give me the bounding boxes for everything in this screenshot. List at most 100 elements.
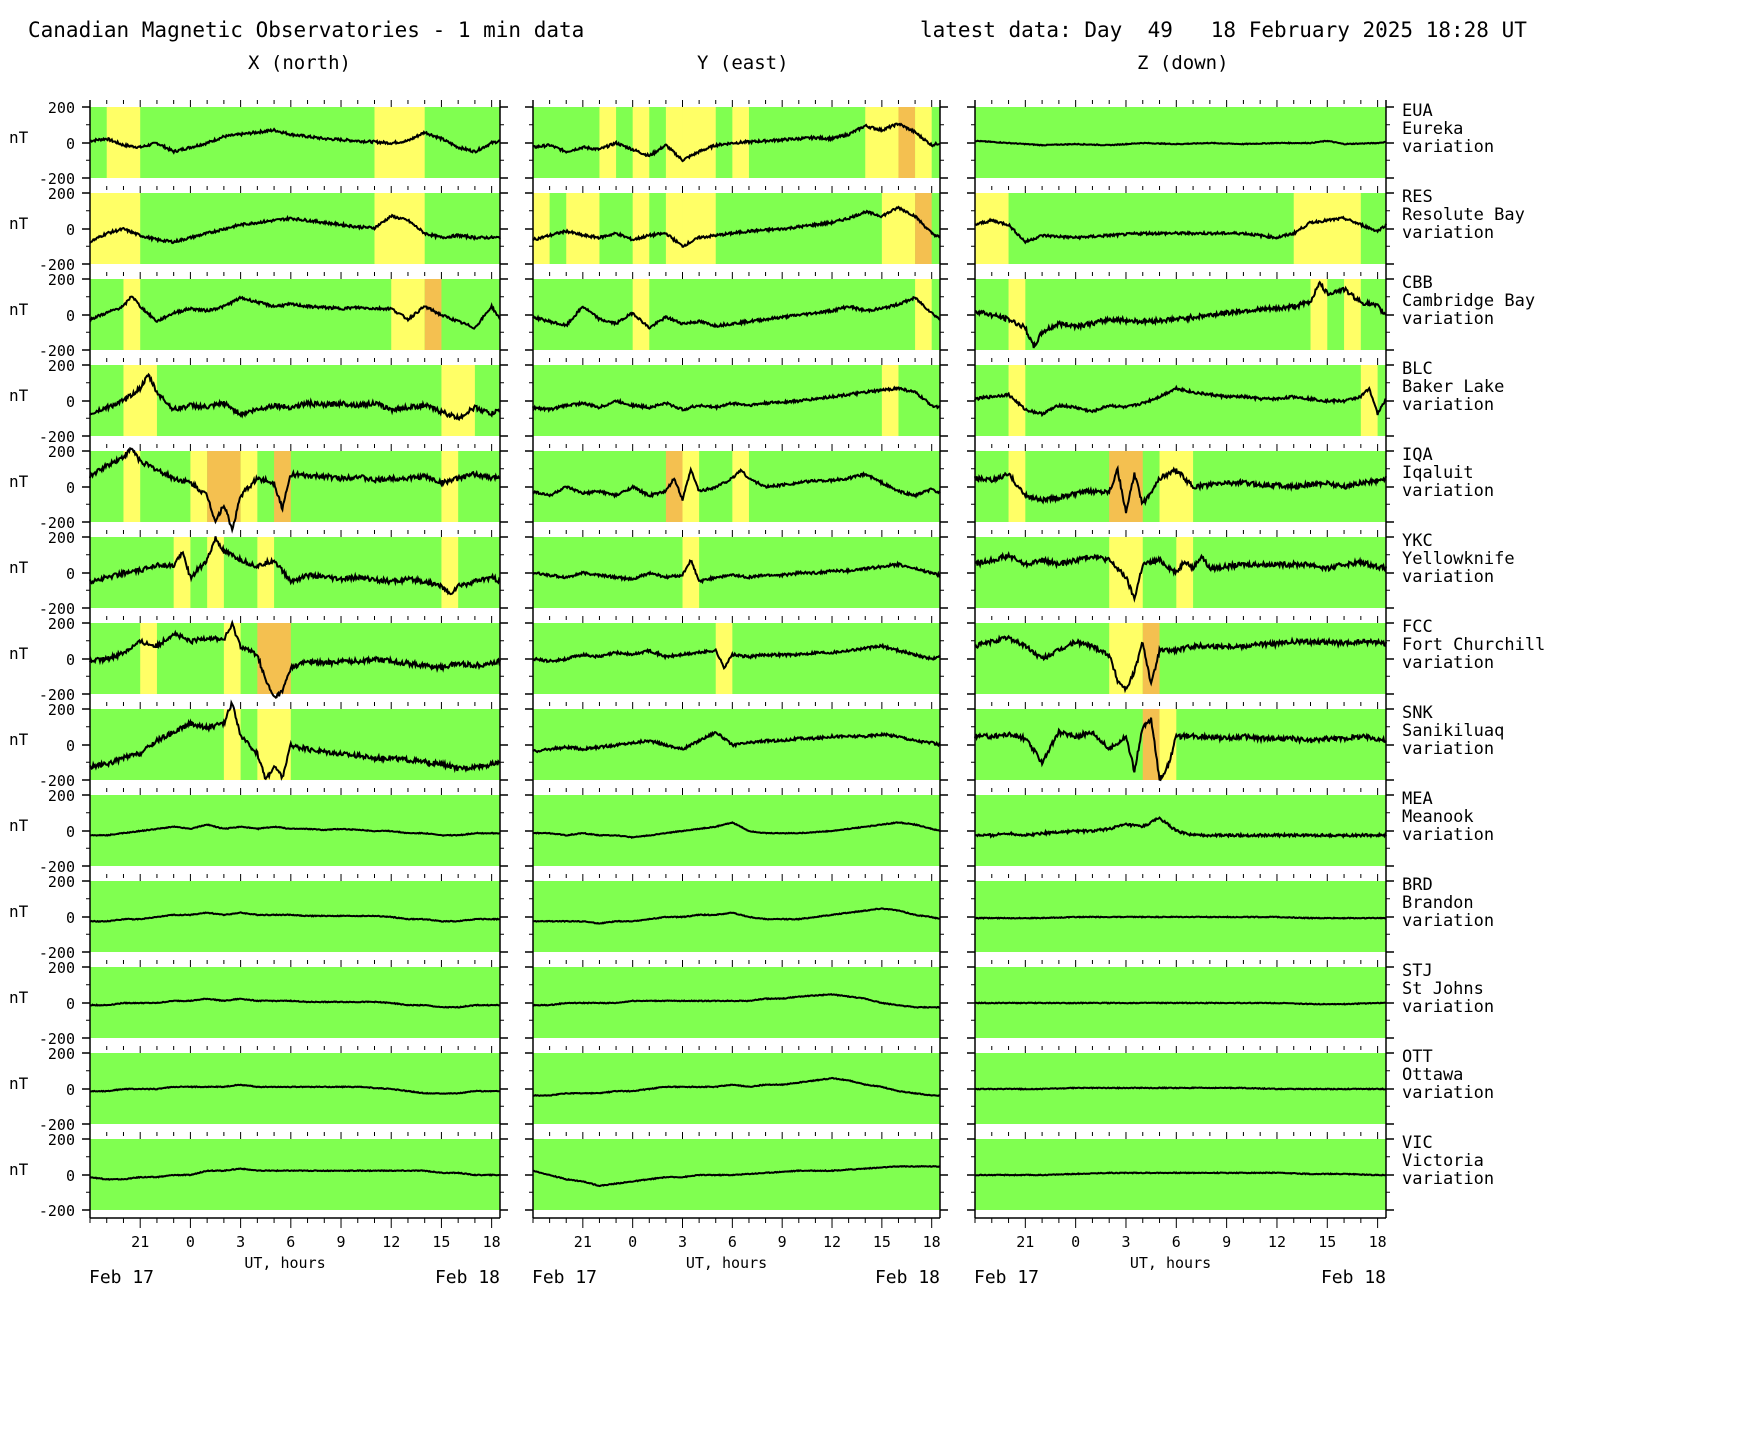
series-line-stj-x <box>89 997 501 1009</box>
panel-iqa-x: 200 0 -200 nT <box>9 443 508 534</box>
x-tick-label: 9 <box>778 1233 787 1251</box>
station-type: variation <box>1402 911 1494 931</box>
quiet-band <box>533 1053 940 1124</box>
panel-mea-y <box>525 788 948 874</box>
activity-band-unsettled <box>190 451 208 522</box>
column-title-z: Z (down) <box>1137 52 1229 74</box>
y-unit-label: nT <box>9 128 29 147</box>
activity-band-unsettled <box>441 537 459 608</box>
y-tick-label: 200 <box>48 1131 75 1149</box>
y-unit-label: nT <box>9 730 29 749</box>
quiet-band <box>975 107 1386 178</box>
station-code: IQA <box>1402 445 1433 465</box>
station-type: variation <box>1402 1169 1494 1189</box>
activity-band-unsettled <box>1344 279 1361 350</box>
station-code: SNK <box>1402 703 1433 723</box>
y-tick-label: -200 <box>39 858 75 876</box>
activity-band-unsettled <box>1360 365 1378 436</box>
activity-band-unsettled <box>665 193 683 264</box>
series-line-ykc-x <box>89 536 501 596</box>
panel-res-y <box>525 186 948 272</box>
y-tick-label: 200 <box>48 959 75 977</box>
quiet-band <box>90 193 500 264</box>
panel-ykc-y <box>525 530 948 616</box>
activity-band-unsettled <box>975 193 1009 264</box>
station-name: Fort Churchill <box>1402 635 1545 655</box>
series-line-mea-x <box>89 823 501 837</box>
y-tick-label: 0 <box>66 1081 75 1099</box>
activity-band-unsettled <box>533 193 550 264</box>
panel-iqa-z <box>967 444 1394 530</box>
panel-snk-y <box>525 702 948 788</box>
y-tick-label: 200 <box>48 185 75 203</box>
activity-band-unsettled <box>682 537 700 608</box>
quiet-band <box>90 451 500 522</box>
panel-snk-z <box>967 702 1394 788</box>
x-tick-label: 21 <box>574 1233 592 1251</box>
panel-eua-y <box>525 100 948 186</box>
x-tick-label: 0 <box>628 1233 637 1251</box>
panel-eua-z <box>967 100 1394 186</box>
y-tick-label: -200 <box>39 342 75 360</box>
y-tick-label: 200 <box>48 529 75 547</box>
station-type: variation <box>1402 825 1494 845</box>
y-tick-label: 200 <box>48 873 75 891</box>
station-type: variation <box>1402 653 1494 673</box>
y-tick-label: -200 <box>39 1116 75 1134</box>
y-tick-label: 0 <box>66 393 75 411</box>
activity-band-unsettled <box>1176 537 1194 608</box>
activity-band-unsettled <box>1109 623 1143 694</box>
panel-ott-y <box>525 1046 948 1132</box>
activity-band-unsettled <box>173 537 191 608</box>
activity-band-unsettled <box>1293 193 1361 264</box>
station-name: Eureka <box>1402 119 1463 139</box>
station-type: variation <box>1402 223 1494 243</box>
series-line-ott-z <box>974 1086 1387 1091</box>
activity-band-unsettled <box>441 365 475 436</box>
activity-band-unsettled <box>632 107 650 178</box>
y-tick-label: -200 <box>39 514 75 532</box>
series-line-res-z <box>974 215 1387 245</box>
start-date-label: Feb 17 <box>532 1267 597 1288</box>
activity-band-unsettled <box>123 365 157 436</box>
station-code: RES <box>1402 187 1433 207</box>
series-line-vic-z <box>974 1170 1387 1177</box>
panel-vic-y <box>525 1132 948 1218</box>
station-code: OTT <box>1402 1047 1433 1067</box>
series-line-res-x <box>89 213 501 245</box>
quiet-band <box>90 623 500 694</box>
x-tick-label: 15 <box>1318 1233 1336 1251</box>
y-unit-label: nT <box>9 816 29 835</box>
y-tick-label: -200 <box>39 772 75 790</box>
activity-band-unsettled <box>682 193 716 264</box>
y-unit-label: nT <box>9 1074 29 1093</box>
y-unit-label: nT <box>9 300 29 319</box>
series-line-res-y <box>532 205 941 248</box>
series-line-vic-y <box>532 1164 941 1188</box>
quiet-band <box>90 1139 500 1210</box>
quiet-band <box>533 623 940 694</box>
y-tick-label: 0 <box>66 651 75 669</box>
station-type: variation <box>1402 567 1494 587</box>
series-line-iqa-x <box>89 446 501 534</box>
y-tick-label: 200 <box>48 271 75 289</box>
series-line-ott-x <box>90 1083 501 1095</box>
quiet-band <box>533 279 940 350</box>
series-line-cbb-x <box>89 295 501 330</box>
y-tick-label: -200 <box>39 686 75 704</box>
panel-brd-x: 200 0 -200 nT <box>9 873 508 962</box>
station-code: EUA <box>1402 101 1433 121</box>
station-name: St Johns <box>1402 979 1484 999</box>
y-tick-label: 200 <box>48 701 75 719</box>
activity-band-unsettled <box>374 193 425 264</box>
series-line-fcc-x <box>89 619 501 699</box>
activity-band-unsettled <box>881 193 916 264</box>
series-line-ykc-y <box>532 558 941 585</box>
station-name: Sanikiluaq <box>1402 721 1504 741</box>
panel-cbb-x: 200 0 -200 nT <box>9 271 508 360</box>
x-tick-label: 6 <box>728 1233 737 1251</box>
y-tick-label: -200 <box>39 170 75 188</box>
y-tick-label: 0 <box>66 307 75 325</box>
series-line-snk-y <box>532 730 941 754</box>
